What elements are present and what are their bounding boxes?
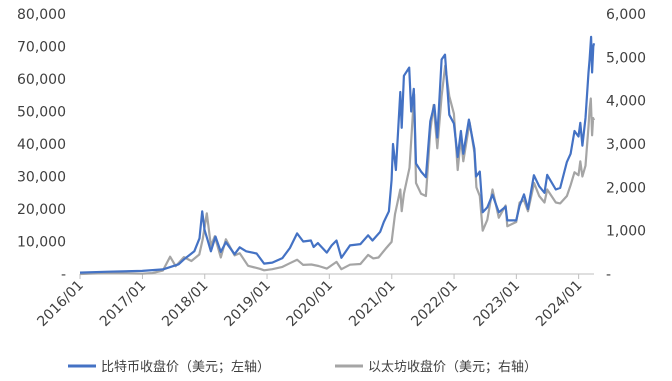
right-tick-label: 1,000 — [606, 224, 646, 240]
x-tick-label: 2016/01 — [34, 278, 86, 330]
right-tick-label: 4,000 — [606, 94, 646, 110]
x-tick-label: 2018/01 — [159, 278, 211, 330]
left-tick-label: 10,000 — [17, 235, 66, 251]
x-tick-label: 2019/01 — [221, 278, 273, 330]
left-tick-label: 80,000 — [17, 7, 66, 23]
right-tick-label: - — [606, 267, 611, 283]
x-tick-label: 2021/01 — [346, 278, 398, 330]
left-tick-label: 60,000 — [17, 72, 66, 88]
x-tick-label: 2023/01 — [471, 278, 523, 330]
x-axis-ticks: 2016/01 2017/01 2018/01 2019/01 2020/01 2021/… — [34, 274, 585, 330]
x-tick-label: 2024/01 — [533, 278, 585, 330]
legend-label-eth: 以太坊收盘价（美元；右轴） — [368, 359, 537, 375]
left-tick-label: 40,000 — [17, 137, 66, 153]
left-tick-label: 20,000 — [17, 202, 66, 218]
legend-label-btc: 比特币收盘价（美元；左轴） — [101, 359, 270, 375]
right-tick-label: 5,000 — [606, 50, 646, 66]
right-tick-label: 2,000 — [606, 180, 646, 196]
btc-price-line — [79, 35, 596, 274]
left-axis-ticks: - 10,000 20,000 30,000 40,000 50,000 60,000 70,… — [17, 7, 66, 283]
legend: 比特币收盘价（美元；左轴） 以太坊收盘价（美元；右轴） — [68, 359, 537, 375]
left-tick-label: 30,000 — [17, 170, 66, 186]
right-axis-ticks: - 1,000 2,000 3,000 4,000 5,000 6,000 — [606, 7, 646, 283]
x-tick-label: 2020/01 — [284, 278, 336, 330]
right-tick-label: 3,000 — [606, 137, 646, 153]
right-tick-label: 6,000 — [606, 7, 646, 23]
left-tick-label: 50,000 — [17, 105, 66, 121]
x-tick-label: 2017/01 — [97, 278, 149, 330]
series-layer — [79, 35, 596, 276]
left-tick-label: - — [61, 267, 66, 283]
eth-price-line — [79, 64, 596, 276]
left-tick-label: 70,000 — [17, 40, 66, 56]
x-tick-label: 2022/01 — [408, 278, 460, 330]
